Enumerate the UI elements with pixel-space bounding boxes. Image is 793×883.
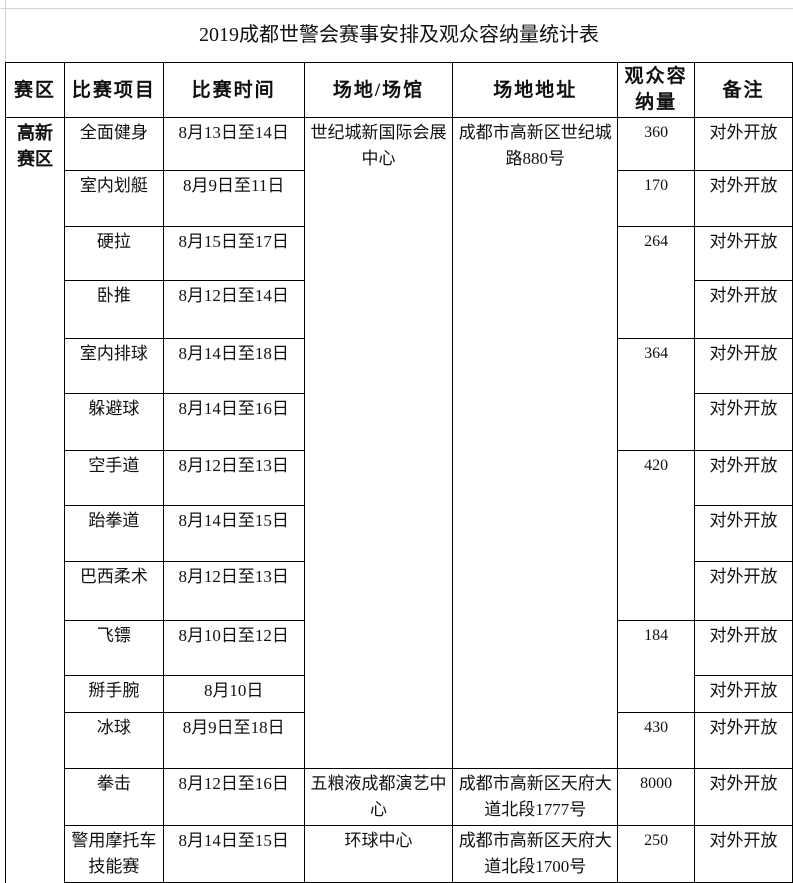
event-note: 对外开放	[694, 226, 793, 281]
event-note: 对外开放	[694, 825, 793, 883]
header-note: 备注	[694, 62, 793, 118]
event-note: 对外开放	[694, 712, 793, 769]
table-row: 卧推 8月12日至14日 对外开放	[6, 280, 793, 339]
event-time: 8月14日至18日	[162, 338, 305, 394]
event-name: 卧推	[63, 280, 164, 339]
header-event: 比赛项目	[63, 62, 164, 118]
capacity: 364	[617, 338, 696, 451]
event-name: 全面健身	[63, 117, 164, 171]
event-name: 躲避球	[63, 393, 164, 451]
capacity: 264	[617, 226, 696, 339]
capacity: 360	[617, 117, 696, 171]
table-row: 高新赛区 全面健身 8月13日至14日 世纪城新国际会展中心 成都市高新区世纪城…	[5, 117, 793, 883]
event-name: 飞镖	[63, 620, 164, 676]
event-name: 室内排球	[63, 338, 164, 394]
event-name: 巴西柔术	[63, 561, 164, 621]
event-name: 警用摩托车技能赛	[63, 825, 164, 883]
event-note: 对外开放	[694, 117, 793, 171]
event-time: 8月12日至16日	[162, 768, 305, 826]
event-note: 对外开放	[694, 620, 793, 676]
capacity: 420	[617, 450, 696, 621]
event-time: 8月12日至13日	[162, 561, 305, 621]
venue-name: 五粮液成都演艺中心	[303, 768, 454, 826]
event-time: 8月12日至14日	[162, 280, 305, 339]
header-time: 比赛时间	[162, 62, 305, 118]
capacity: 184	[617, 620, 696, 713]
event-note: 对外开放	[694, 561, 793, 621]
table-row: 室内划艇 8月9日至11日 170 对外开放	[6, 170, 793, 227]
event-time: 8月14日至16日	[162, 393, 305, 451]
venue-name: 环球中心	[303, 825, 454, 883]
header-row: 赛区 比赛项目 比赛时间 场地/场馆 场地地址 观众容纳量 备注	[5, 62, 793, 118]
event-time: 8月15日至17日	[162, 226, 305, 281]
table-row: 掰手腕 8月10日 对外开放	[6, 675, 793, 713]
table-row: 躲避球 8月14日至16日 对外开放	[6, 393, 793, 451]
capacity: 8000	[617, 768, 696, 826]
header-address: 场地地址	[452, 62, 619, 118]
table-row: 飞镖 8月10日至12日 184 对外开放	[6, 620, 793, 713]
table-title: 2019成都世警会赛事安排及观众容纳量统计表	[199, 24, 599, 46]
event-name: 掰手腕	[63, 675, 164, 713]
event-note: 对外开放	[694, 393, 793, 451]
venue-address: 成都市高新区世纪城路880号	[452, 117, 619, 769]
header-zone: 赛区	[5, 62, 65, 118]
sheet-top-strip	[0, 0, 793, 9]
event-name: 拳击	[63, 768, 164, 826]
table-row: 警用摩托车技能赛 8月14日至15日 环球中心 成都市高新区天府大道北段1700…	[6, 825, 793, 883]
event-time: 8月9日至18日	[162, 712, 305, 769]
header-capacity: 观众容纳量	[617, 62, 696, 118]
table-row: 拳击 8月12日至16日 五粮液成都演艺中心 成都市高新区天府大道北段1777号…	[6, 768, 793, 826]
table-row: 跆拳道 8月14日至15日 对外开放	[6, 505, 793, 562]
table-row: 冰球 8月9日至18日 430 对外开放	[6, 712, 793, 769]
event-time: 8月12日至13日	[162, 450, 305, 506]
capacity: 170	[617, 170, 696, 227]
event-note: 对外开放	[694, 338, 793, 394]
event-note: 对外开放	[694, 505, 793, 562]
event-time: 8月14日至15日	[162, 505, 305, 562]
venue-address: 成都市高新区天府大道北段1777号	[452, 768, 619, 826]
capacity: 250	[617, 825, 696, 883]
event-note: 对外开放	[694, 280, 793, 339]
event-name: 室内划艇	[63, 170, 164, 227]
event-time: 8月14日至15日	[162, 825, 305, 883]
event-name: 冰球	[63, 712, 164, 769]
event-name: 空手道	[63, 450, 164, 506]
event-note: 对外开放	[694, 768, 793, 826]
event-time: 8月10日	[162, 675, 305, 713]
event-note: 对外开放	[694, 450, 793, 506]
event-note: 对外开放	[694, 170, 793, 227]
event-time: 8月13日至14日	[162, 117, 305, 171]
capacity: 430	[617, 712, 696, 769]
table-row: 室内排球 8月14日至18日 364 对外开放	[6, 338, 793, 451]
schedule-table: 赛区 比赛项目 比赛时间 场地/场馆 场地地址 观众容纳量 备注 高新赛区 全面…	[5, 62, 793, 883]
event-time: 8月10日至12日	[162, 620, 305, 676]
event-name: 跆拳道	[63, 505, 164, 562]
header-venue: 场地/场馆	[303, 62, 454, 118]
event-name: 硬拉	[63, 226, 164, 281]
table-row: 空手道 8月12日至13日 420 对外开放	[6, 450, 793, 621]
event-note: 对外开放	[694, 675, 793, 713]
zone-cell: 高新赛区	[5, 117, 65, 883]
venue-address: 成都市高新区天府大道北段1700号	[452, 825, 619, 883]
table-row: 巴西柔术 8月12日至13日 对外开放	[6, 561, 793, 621]
event-time: 8月9日至11日	[162, 170, 305, 227]
venue-name: 世纪城新国际会展中心	[303, 117, 454, 769]
